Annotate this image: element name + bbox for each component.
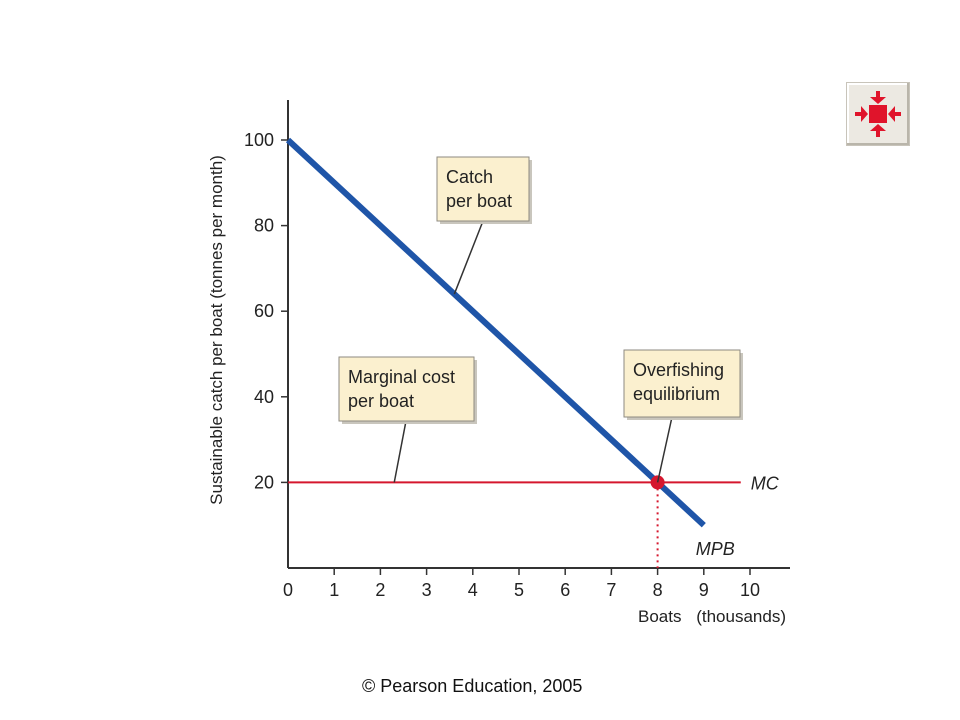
callout-text-line: equilibrium [633, 384, 720, 404]
y-tick-label: 100 [244, 130, 274, 150]
callout-leader-line [656, 416, 673, 483]
callout-leader-line [393, 420, 407, 483]
callout-text-line: per boat [446, 191, 512, 211]
series-labels: MC MPB [696, 473, 780, 559]
mpb-curve-label: MPB [696, 539, 735, 559]
overfishing-equilibrium-callout: Overfishing equilibrium [623, 349, 743, 483]
x-tick-label: 0 [283, 580, 293, 600]
x-tick-label: 10 [740, 580, 760, 600]
y-tick-label: 40 [254, 387, 274, 407]
callout-text-line: Catch [446, 167, 493, 187]
y-tick-label: 60 [254, 301, 274, 321]
y-tick-label: 20 [254, 472, 274, 492]
ticks [281, 139, 751, 575]
y-tick-labels: 20 40 60 80 100 [244, 130, 274, 492]
callout-text-line: Overfishing [633, 360, 724, 380]
annotations: Catch per boat Marginal cost per boat Overfi… [338, 156, 743, 483]
x-tick-label: 1 [329, 580, 339, 600]
x-axis-title: Boats (thousands) [638, 607, 786, 626]
x-tick-label: 8 [653, 580, 663, 600]
mc-curve-label: MC [751, 473, 780, 493]
y-axis-title: Sustainable catch per boat (tonnes per m… [207, 155, 226, 505]
copyright-text: © Pearson Education, 2005 [362, 676, 583, 696]
axes [287, 100, 790, 569]
x-tick-label: 5 [514, 580, 524, 600]
catch-per-boat-callout: Catch per boat [436, 156, 532, 295]
callout-text-line: Marginal cost [348, 367, 455, 387]
fit-to-window-icon [855, 91, 901, 137]
fit-to-window-button[interactable] [846, 82, 910, 146]
x-tick-label: 3 [422, 580, 432, 600]
x-tick-label: 6 [560, 580, 570, 600]
x-tick-label: 4 [468, 580, 478, 600]
callout-box [436, 156, 530, 222]
series-group [285, 137, 741, 568]
callout-leader-line [453, 220, 484, 295]
x-axis-title-unit: (thousands) [696, 607, 786, 626]
callout-box [623, 349, 741, 418]
x-tick-labels: 0 1 2 3 4 5 6 7 8 9 10 [283, 580, 760, 600]
x-tick-label: 2 [375, 580, 385, 600]
callout-box [338, 356, 475, 422]
y-tick-label: 80 [254, 216, 274, 236]
x-axis-title-main: Boats [638, 607, 681, 626]
callout-text-line: per boat [348, 391, 414, 411]
mpb-line [285, 137, 706, 528]
x-tick-label: 7 [606, 580, 616, 600]
marginal-cost-callout: Marginal cost per boat [338, 356, 477, 483]
x-tick-label: 9 [699, 580, 709, 600]
